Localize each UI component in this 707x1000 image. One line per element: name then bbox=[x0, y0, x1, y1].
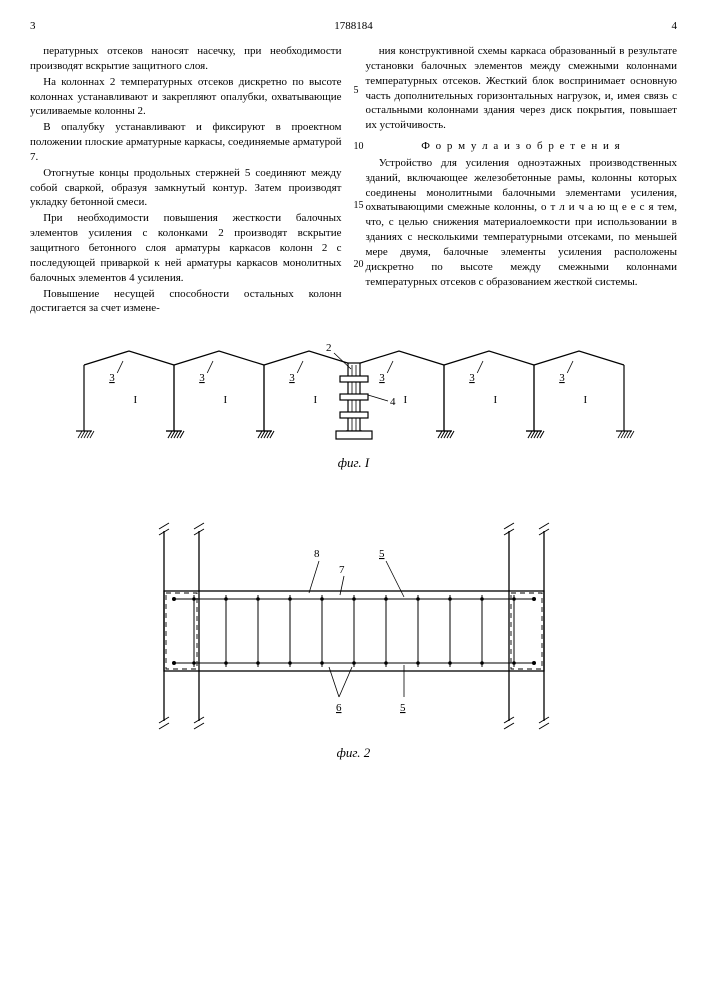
paragraph: Повышение несущей способности остальных … bbox=[30, 287, 342, 317]
svg-text:3: 3 bbox=[559, 372, 565, 384]
paragraph: пературных отсеков наносят насечку, при … bbox=[30, 44, 342, 74]
page-header: 3 1788184 4 bbox=[30, 20, 677, 32]
line-marker: 20 bbox=[354, 258, 364, 272]
figure-2-svg: 8 5 7 6 5 bbox=[104, 521, 604, 741]
svg-text:6: 6 bbox=[336, 702, 342, 714]
line-marker: 15 bbox=[354, 199, 364, 213]
right-column: ния конструктивной схемы каркаса образов… bbox=[366, 44, 678, 317]
paragraph: Устройство для усиления одноэтажных прои… bbox=[366, 156, 678, 290]
text-columns: 5 10 15 20 пературных отсеков наносят на… bbox=[30, 44, 677, 317]
patent-number: 1788184 bbox=[334, 20, 373, 32]
formula-title: Ф о р м у л а и з о б р е т е н и я bbox=[366, 139, 678, 154]
svg-text:7: 7 bbox=[339, 564, 345, 576]
figure-1: 3 I 3 I 3 I 3 I 3 I 3 I 2 4 фиг. I bbox=[30, 331, 677, 471]
paragraph: При необходимости повышения жесткости ба… bbox=[30, 211, 342, 285]
paragraph: На колоннах 2 температурных отсеков диск… bbox=[30, 75, 342, 120]
svg-text:I: I bbox=[133, 394, 137, 406]
page-number-right: 4 bbox=[672, 20, 678, 32]
svg-text:I: I bbox=[403, 394, 407, 406]
paragraph: ния конструктивной схемы каркаса образов… bbox=[366, 44, 678, 133]
svg-text:I: I bbox=[493, 394, 497, 406]
svg-text:3: 3 bbox=[199, 372, 205, 384]
figure-1-svg: 3 I 3 I 3 I 3 I 3 I 3 I 2 4 bbox=[44, 331, 664, 451]
paragraph: В опалубку устанавливают и фиксируют в п… bbox=[30, 120, 342, 165]
svg-text:8: 8 bbox=[314, 548, 320, 560]
svg-text:5: 5 bbox=[379, 548, 385, 560]
svg-text:I: I bbox=[583, 394, 587, 406]
figure-2-caption: фиг. 2 bbox=[30, 745, 677, 761]
svg-text:2: 2 bbox=[326, 342, 332, 354]
svg-text:I: I bbox=[223, 394, 227, 406]
svg-text:4: 4 bbox=[390, 396, 396, 408]
svg-text:3: 3 bbox=[469, 372, 475, 384]
figure-2: 8 5 7 6 5 фиг. 2 bbox=[30, 521, 677, 761]
page-number-left: 3 bbox=[30, 20, 36, 32]
figure-1-caption: фиг. I bbox=[30, 455, 677, 471]
svg-text:5: 5 bbox=[400, 702, 406, 714]
svg-text:3: 3 bbox=[289, 372, 295, 384]
left-column: пературных отсеков наносят насечку, при … bbox=[30, 44, 342, 317]
svg-text:3: 3 bbox=[379, 372, 385, 384]
line-marker: 5 bbox=[354, 84, 359, 98]
svg-text:3: 3 bbox=[109, 372, 115, 384]
paragraph: Отогнутые концы продольных стержней 5 со… bbox=[30, 166, 342, 211]
svg-text:I: I bbox=[313, 394, 317, 406]
line-marker: 10 bbox=[354, 140, 364, 154]
